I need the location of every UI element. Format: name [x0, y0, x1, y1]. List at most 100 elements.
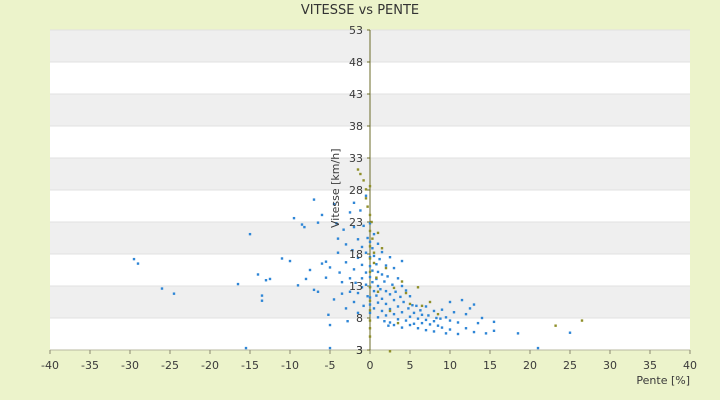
data-point-blue: [384, 302, 388, 306]
data-point-blue: [456, 321, 460, 324]
y-tick-label: 8: [356, 312, 363, 325]
data-point-blue: [348, 211, 352, 214]
data-point-olive: [376, 231, 380, 235]
data-point-blue: [362, 304, 365, 308]
data-point-olive: [362, 179, 365, 182]
data-point-blue: [472, 303, 476, 306]
data-point-blue: [160, 287, 164, 290]
data-point-blue: [256, 273, 260, 276]
x-tick-labels: -40 -35 -30 -25 -20 -15 -10 -5 0 5 10 15 20 25 30 35 40: [41, 359, 697, 372]
data-point-blue: [260, 299, 264, 302]
data-point-blue: [456, 332, 460, 336]
data-point-blue: [132, 257, 136, 261]
data-point-blue: [304, 277, 308, 281]
x-tick-label: 0: [367, 359, 374, 372]
data-point-blue: [328, 323, 332, 327]
x-tick-label: 15: [483, 359, 497, 372]
data-point-blue: [435, 316, 438, 320]
data-point-blue: [292, 216, 296, 220]
data-point-olive: [364, 188, 368, 191]
data-point-blue: [404, 319, 408, 322]
data-point-blue: [248, 232, 252, 236]
data-point-blue: [472, 330, 476, 334]
data-point-blue: [424, 318, 428, 322]
data-point-blue: [392, 266, 396, 270]
data-point-olive: [375, 276, 378, 279]
data-point-blue: [376, 242, 380, 245]
data-point-blue: [468, 307, 472, 310]
data-point-blue: [464, 312, 468, 316]
data-point-olive: [396, 321, 400, 325]
y-tick-label: 38: [349, 120, 363, 133]
data-point-blue: [366, 236, 369, 240]
data-point-blue: [327, 313, 330, 316]
data-point-blue: [452, 311, 456, 314]
y-tick-label: 13: [349, 280, 363, 293]
data-point-olive: [380, 247, 384, 250]
data-point-olive: [368, 245, 372, 248]
data-point-blue: [368, 222, 372, 225]
data-point-blue: [316, 221, 320, 224]
data-point-olive: [580, 319, 584, 322]
x-tick-label: -35: [81, 359, 99, 372]
data-point-blue: [360, 286, 364, 289]
data-point-blue: [412, 311, 416, 315]
data-point-olive: [368, 286, 372, 289]
data-point-blue: [388, 307, 392, 311]
data-point-olive: [366, 205, 369, 208]
data-point-olive: [370, 220, 373, 224]
data-point-blue: [340, 292, 344, 295]
data-point-olive: [368, 309, 372, 312]
data-point-blue: [383, 320, 386, 323]
data-point-olive: [416, 286, 420, 289]
data-point-blue: [408, 315, 412, 318]
y-axis-label: Vitesse [km/h]: [329, 149, 342, 229]
data-point-blue: [352, 201, 356, 204]
x-tick-label: -10: [281, 359, 299, 372]
data-point-blue: [484, 332, 488, 335]
data-point-blue: [348, 277, 352, 280]
y-tick-label: 23: [349, 216, 363, 229]
data-point-blue: [448, 300, 452, 304]
data-point-blue: [332, 202, 336, 206]
x-tick-label: 30: [603, 359, 617, 372]
data-point-blue: [359, 209, 362, 212]
data-point-olive: [384, 266, 388, 270]
data-point-blue: [320, 262, 324, 265]
x-tick-label: 5: [407, 359, 414, 372]
data-point-blue: [336, 237, 340, 240]
data-point-blue: [376, 270, 380, 274]
x-tick-label: 10: [443, 359, 457, 372]
x-tick-label: 25: [563, 359, 577, 372]
data-point-blue: [392, 312, 396, 316]
data-point-blue: [312, 288, 316, 292]
data-point-blue: [380, 297, 384, 300]
data-point-olive: [376, 290, 380, 293]
y-tick-label: 53: [349, 24, 363, 37]
data-point-blue: [400, 311, 404, 314]
data-point-blue: [320, 213, 324, 217]
data-point-blue: [346, 320, 349, 323]
data-point-blue: [371, 247, 374, 250]
data-point-blue: [492, 320, 496, 324]
data-point-blue: [408, 295, 412, 298]
data-point-blue: [424, 328, 428, 332]
data-point-blue: [344, 307, 348, 310]
data-point-blue: [388, 256, 392, 259]
x-tick-label: -40: [41, 359, 59, 372]
data-point-blue: [391, 283, 394, 286]
data-point-blue: [404, 289, 408, 292]
data-point-blue: [280, 257, 284, 260]
data-points: [132, 168, 584, 353]
data-point-blue: [328, 346, 332, 350]
data-point-blue: [268, 277, 272, 281]
data-point-blue: [400, 326, 404, 329]
data-point-blue: [402, 300, 405, 304]
data-point-blue: [480, 316, 484, 320]
data-point-blue: [360, 263, 364, 267]
data-point-blue: [348, 290, 352, 293]
data-point-blue: [399, 295, 402, 299]
